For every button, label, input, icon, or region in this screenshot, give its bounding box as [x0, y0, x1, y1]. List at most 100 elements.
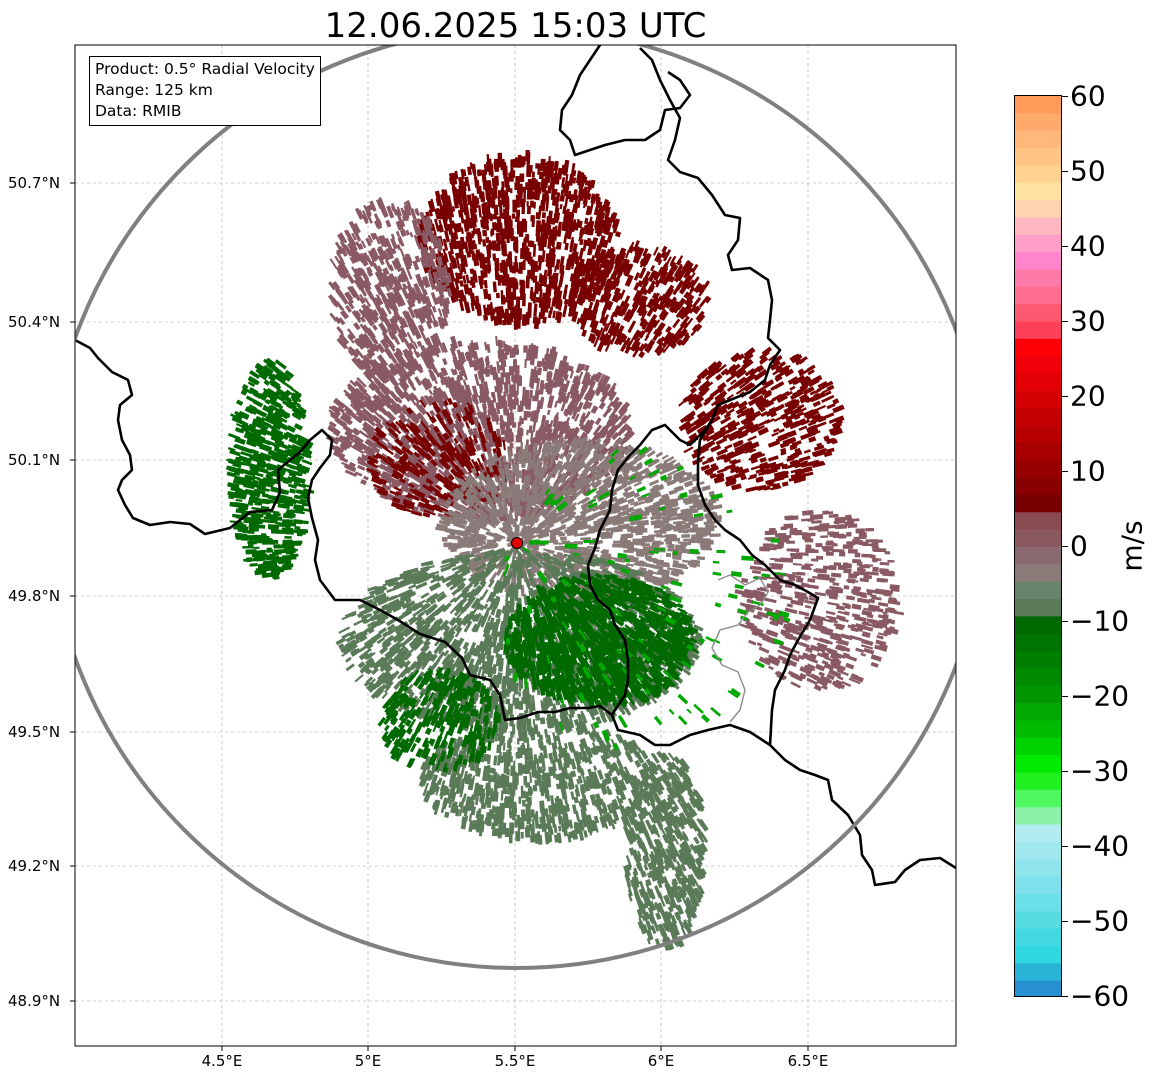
echo-pixel	[515, 316, 521, 323]
echo-pixel	[814, 525, 828, 531]
echo-pixel	[854, 552, 861, 558]
echo-pixel	[594, 193, 600, 202]
echo-pixel	[516, 382, 519, 395]
echo-pixel	[605, 216, 611, 225]
echo-pixel	[473, 256, 477, 266]
echo-pixel	[540, 226, 544, 237]
echo-pixel	[425, 211, 431, 218]
echo-pixel	[483, 268, 488, 278]
echo-pixel	[483, 220, 488, 227]
echo-pixel	[487, 243, 491, 255]
echo-pixel	[509, 350, 515, 358]
map-title: 12.06.2025 15:03 UTC	[324, 6, 707, 46]
echo-pixel	[828, 565, 837, 571]
echo-pixel	[513, 262, 519, 273]
echo-pixel	[502, 190, 506, 197]
echo-pixel	[522, 259, 526, 271]
echo-pixel	[505, 223, 511, 237]
echo-pixel	[469, 292, 477, 306]
echo-pixel	[519, 433, 523, 443]
echo-pixel	[476, 179, 480, 187]
echo-pixel	[497, 190, 502, 199]
echo-pixel	[546, 267, 551, 277]
echo-pixel	[805, 549, 819, 554]
echo-pixel	[515, 240, 519, 254]
echo-pixel	[459, 236, 466, 250]
echo-pixel	[526, 205, 531, 215]
echo-pixel	[602, 204, 607, 212]
echo-pixel	[536, 367, 542, 376]
echo-pixel	[447, 250, 454, 261]
echo-pixel	[434, 218, 440, 232]
echo-pixel	[517, 301, 521, 311]
echo-pixel	[842, 562, 852, 569]
echo-pixel	[530, 215, 535, 222]
echo-pixel	[478, 275, 483, 285]
echo-pixel	[602, 314, 610, 327]
echo-pixel	[529, 187, 534, 200]
echo-pixel	[520, 156, 525, 162]
echo-pixel	[539, 288, 543, 299]
echo-pixel	[530, 290, 534, 299]
echo-pixel	[497, 196, 501, 208]
echo-pixel	[515, 464, 520, 474]
echo-pixel	[523, 345, 528, 353]
echo-pixel	[450, 232, 458, 246]
echo-pixel	[460, 264, 466, 273]
echo-pixel	[428, 209, 433, 217]
echo-pixel	[460, 168, 465, 180]
echo-pixel	[522, 186, 527, 193]
echo-pixel	[568, 220, 574, 227]
echo-pixel	[554, 197, 559, 207]
echo-pixel	[584, 199, 588, 207]
echo-pixel	[544, 176, 548, 186]
echo-pixel	[462, 275, 467, 284]
echo-pixel	[493, 204, 499, 216]
echo-pixel	[527, 255, 532, 265]
echo-pixel	[456, 272, 463, 280]
echo-pixel	[532, 292, 537, 304]
echo-pixel	[604, 259, 612, 271]
echo-pixel	[498, 306, 504, 316]
echo-pixel	[790, 528, 798, 531]
echo-pixel	[534, 281, 540, 295]
echo-pixel	[555, 241, 562, 250]
echo-pixel	[512, 158, 518, 167]
echo-pixel	[571, 250, 578, 262]
echo-pixel	[832, 543, 838, 547]
echo-pixel	[887, 559, 895, 563]
echo-pixel	[656, 346, 665, 357]
echo-pixel	[601, 322, 608, 336]
echo-pixel	[786, 548, 793, 552]
echo-pixel	[579, 188, 586, 199]
echo-pixel	[494, 267, 499, 277]
echo-pixel	[835, 525, 848, 530]
echo-pixel	[551, 297, 557, 307]
echo-pixel	[427, 200, 436, 213]
echo-pixel	[469, 162, 473, 170]
echo-pixel	[472, 216, 477, 228]
echo-pixel	[533, 303, 538, 317]
echo-pixel	[516, 186, 522, 194]
echo-pixel	[531, 395, 537, 402]
echo-pixel	[562, 290, 568, 300]
echo-pixel	[567, 190, 572, 200]
echo-pixel	[513, 383, 516, 396]
echo-pixel	[825, 551, 834, 556]
echo-pixel	[537, 239, 542, 246]
echo-pixel	[488, 187, 492, 200]
echo-pixel	[473, 270, 478, 283]
echo-pixel	[523, 410, 528, 421]
echo-pixel	[550, 182, 554, 189]
echo-pixel	[525, 234, 530, 243]
echo-pixel	[476, 185, 482, 195]
echo-pixel	[506, 284, 512, 290]
echo-pixel	[485, 236, 490, 244]
echo-pixel	[510, 159, 514, 171]
echo-pixel	[494, 175, 499, 186]
echo-pixel	[531, 268, 535, 281]
echo-pixel	[564, 225, 570, 232]
echo-pixel	[816, 555, 824, 560]
echo-pixel	[505, 317, 508, 324]
